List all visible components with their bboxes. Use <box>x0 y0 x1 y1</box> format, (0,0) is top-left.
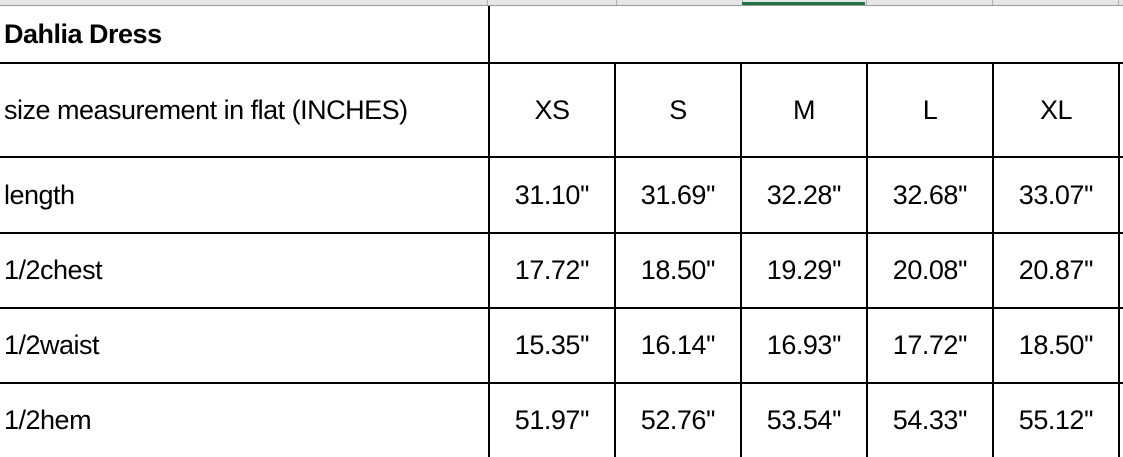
gridline-vertical <box>992 62 994 457</box>
gridline-horizontal <box>0 156 1123 158</box>
column-separator[interactable] <box>1118 0 1119 5</box>
measurement-cell[interactable]: 53.54'' <box>766 405 842 435</box>
measurement-cell[interactable]: 51.97'' <box>514 405 590 435</box>
size-header-xl[interactable]: XL <box>1039 94 1073 125</box>
measurement-cell[interactable]: 32.68'' <box>892 179 968 210</box>
measurement-cell[interactable]: 31.69'' <box>640 179 716 210</box>
size-header-s[interactable]: S <box>669 94 687 125</box>
size-header-l[interactable]: L <box>922 94 938 125</box>
measurement-cell[interactable]: 32.28'' <box>766 179 842 210</box>
gridline-vertical <box>614 62 616 457</box>
gridline-vertical <box>740 62 742 457</box>
column-separator[interactable] <box>616 0 617 5</box>
measurement-cell[interactable]: 31.10'' <box>514 179 590 210</box>
measurement-cell[interactable]: 52.76'' <box>640 405 716 435</box>
measurement-cell[interactable]: 18.50'' <box>640 255 716 285</box>
measurement-cell[interactable]: 20.87'' <box>1018 255 1094 285</box>
header-label-cell[interactable]: size measurement in flat (INCHES) <box>4 94 408 125</box>
empty-merged-cell[interactable] <box>490 6 1123 62</box>
measurement-cell[interactable]: 15.35'' <box>514 330 590 360</box>
measurement-cell[interactable]: 20.08'' <box>892 255 968 285</box>
row-label[interactable]: length <box>4 179 75 210</box>
column-separator[interactable] <box>992 0 993 5</box>
measurement-cell[interactable]: 16.93'' <box>766 330 842 360</box>
title-cell[interactable]: Dahlia Dress <box>4 18 162 49</box>
measurement-cell[interactable]: 18.50'' <box>1018 330 1094 360</box>
measurement-cell[interactable]: 17.72'' <box>514 255 590 285</box>
gridline-vertical <box>488 6 490 457</box>
size-header-m[interactable]: M <box>793 94 816 125</box>
measurement-cell[interactable]: 19.29'' <box>766 255 842 285</box>
measurement-cell[interactable]: 16.14'' <box>640 330 716 360</box>
row-label[interactable]: 1/2waist <box>4 330 100 360</box>
gridline-horizontal <box>0 232 1123 234</box>
column-separator[interactable] <box>487 0 488 5</box>
measurement-cell[interactable]: 55.12'' <box>1018 405 1094 435</box>
gridline-horizontal <box>0 62 1123 64</box>
column-header-strip[interactable] <box>0 0 1123 6</box>
measurement-cell[interactable]: 33.07'' <box>1018 179 1094 210</box>
row-label[interactable]: 1/2hem <box>4 405 92 435</box>
gridline-vertical <box>1118 62 1120 457</box>
gridline-vertical <box>866 62 868 457</box>
gridline-horizontal <box>0 307 1123 309</box>
column-separator[interactable] <box>866 0 867 5</box>
row-label[interactable]: 1/2chest <box>4 255 103 285</box>
size-header-xs[interactable]: XS <box>534 94 570 125</box>
selected-column-indicator <box>742 2 865 5</box>
measurement-cell[interactable]: 54.33'' <box>892 405 968 435</box>
gridline-horizontal <box>0 382 1123 384</box>
measurement-cell[interactable]: 17.72'' <box>892 330 968 360</box>
